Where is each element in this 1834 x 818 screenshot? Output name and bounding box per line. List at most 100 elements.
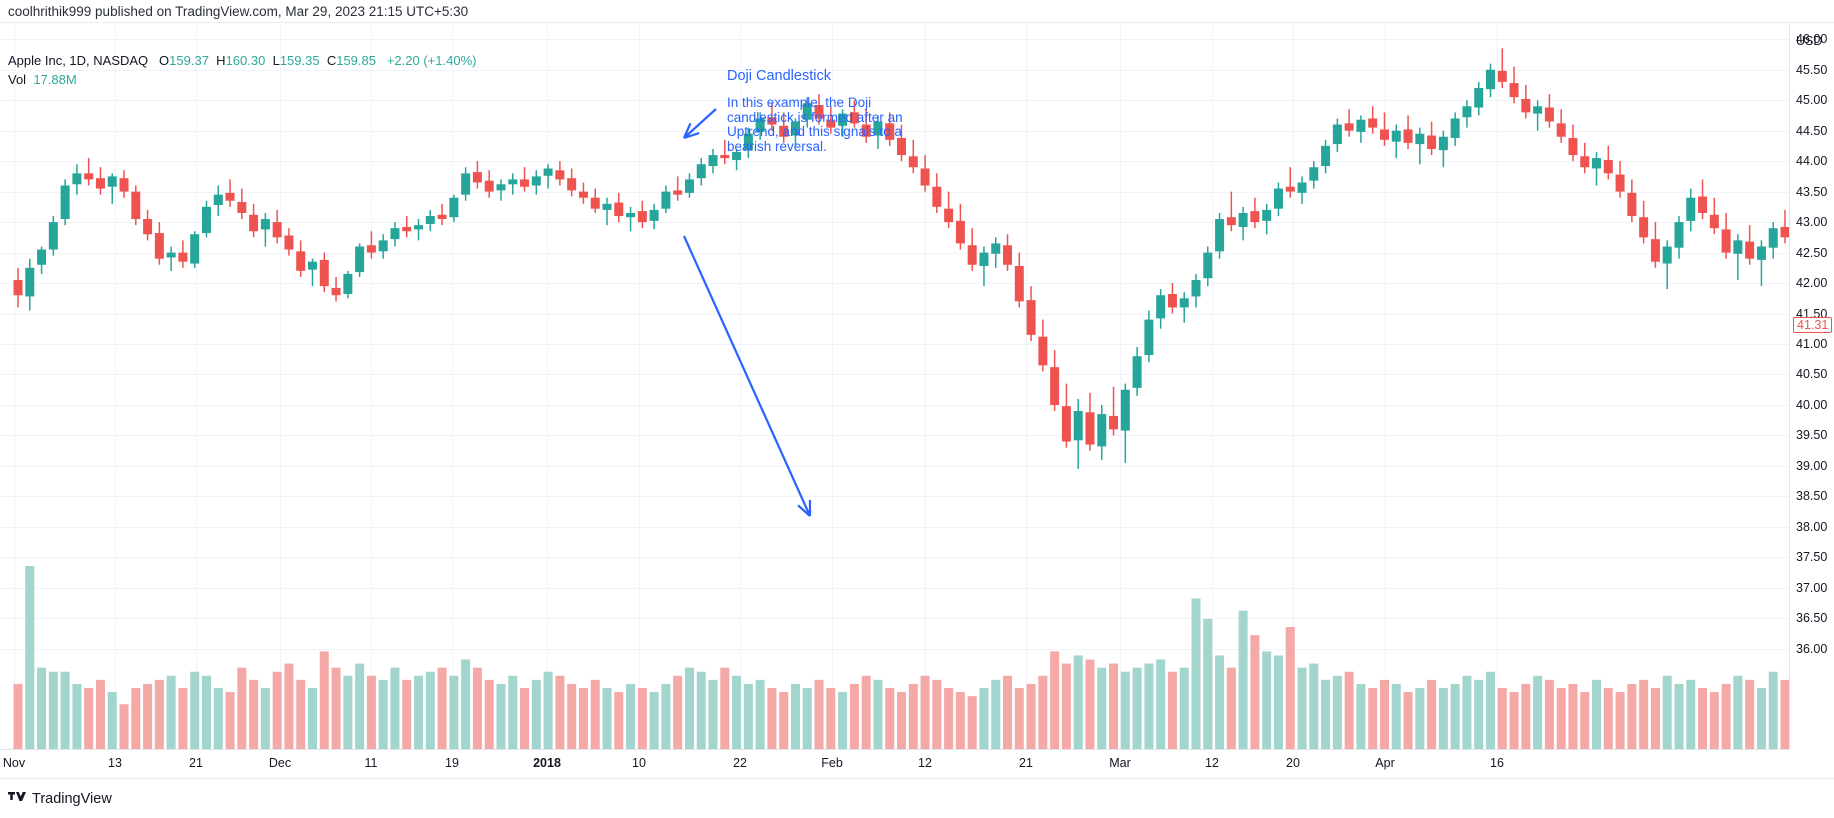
gridline-vertical (1385, 24, 1386, 749)
gridline-horizontal (0, 557, 1789, 558)
time-tick-label: Dec (268, 756, 292, 770)
price-tick-label: 40.00 (1796, 398, 1828, 412)
price-tick-label: 42.50 (1796, 246, 1828, 260)
gridline-horizontal (0, 100, 1789, 101)
time-tick-label: 20 (1286, 756, 1300, 770)
time-tick-label: 22 (733, 756, 747, 770)
gridline-horizontal (0, 435, 1789, 436)
gridline-horizontal (0, 466, 1789, 467)
chart-legend: Apple Inc, 1D, NASDAQ O159.37 H160.30 L1… (8, 52, 476, 88)
time-tick-label: Mar (1109, 756, 1131, 770)
gridline-vertical (547, 24, 548, 749)
gridline-horizontal (0, 161, 1789, 162)
legend-close-value: 159.85 (336, 53, 376, 68)
time-tick-label: 21 (1019, 756, 1033, 770)
price-tick-label: 43.50 (1796, 185, 1828, 199)
gridline-vertical (1120, 24, 1121, 749)
published-text: coolhrithik999 published on TradingView.… (8, 3, 469, 19)
time-tick-label: 16 (1490, 756, 1504, 770)
gridline-vertical (14, 24, 15, 749)
gridline-horizontal (0, 131, 1789, 132)
chart-area[interactable]: Apple Inc, 1D, NASDAQ O159.37 H160.30 L1… (0, 24, 1789, 749)
tradingview-brand: TradingView (32, 790, 112, 807)
gridline-vertical (452, 24, 453, 749)
gridline-vertical (1212, 24, 1213, 749)
legend-volume-value: 17.88M (33, 72, 77, 87)
gridline-horizontal (0, 649, 1789, 650)
time-tick-label: 12 (1205, 756, 1219, 770)
time-tick-label: 10 (632, 756, 646, 770)
gridline-vertical (925, 24, 926, 749)
time-tick-label: 11 (364, 756, 378, 770)
legend-volume-label: Vol (8, 72, 27, 87)
gridline-horizontal (0, 253, 1789, 254)
time-tick-label: 2018 (533, 756, 561, 770)
legend-open-label: O (159, 53, 170, 68)
gridline-vertical (1026, 24, 1027, 749)
gridline-vertical (280, 24, 281, 749)
price-tick-label: 43.00 (1796, 215, 1828, 229)
price-tick-label: 38.50 (1796, 489, 1828, 503)
price-tick-label: 45.50 (1796, 63, 1828, 77)
time-tick-label: Feb (821, 756, 843, 770)
time-tick-label: Apr (1375, 756, 1395, 770)
price-tick-label: 40.50 (1796, 367, 1828, 381)
gridline-horizontal (0, 405, 1789, 406)
price-tick-label: 44.50 (1796, 124, 1828, 138)
candlestick-series (13, 48, 1789, 749)
gridline-horizontal (0, 618, 1789, 619)
price-tick-label: 37.00 (1796, 581, 1828, 595)
annotation-line: candlestick is formed after an (727, 109, 903, 125)
legend-high-label: H (216, 53, 226, 68)
annotation-title[interactable]: Doji Candlestick (727, 68, 831, 84)
price-tick-label: 36.00 (1796, 642, 1828, 656)
legend-low-label: L (272, 53, 280, 68)
price-scale-currency: USD (1796, 34, 1823, 48)
gridline-horizontal (0, 39, 1789, 40)
legend-low-value: 159.35 (279, 53, 320, 68)
annotation-line: bearish reversal. (727, 138, 827, 154)
price-scale[interactable]: USD 46.00 45.50 45.00 44.50 44.00 43.50 43.00 4… (1789, 24, 1834, 749)
annotation-body[interactable]: In this example, the Doji candlestick is… (727, 95, 927, 154)
footer: TradingView (0, 778, 1834, 818)
price-tick-label: 36.50 (1796, 611, 1828, 625)
gridline-vertical (196, 24, 197, 749)
legend-change: +2.20 (+1.40%) (386, 53, 477, 68)
time-scale[interactable]: Nov 13 21 Dec 11 19 2018 10 22 Feb 12 21 Mar 12 20 Apr 1… (0, 749, 1789, 777)
price-tick-label: 41.00 (1796, 337, 1828, 351)
time-tick-label: 12 (918, 756, 932, 770)
time-tick-label: 19 (445, 756, 459, 770)
gridline-vertical (371, 24, 372, 749)
price-tick-label: 38.00 (1796, 520, 1828, 534)
chart-grid (0, 24, 1789, 749)
legend-open-value: 159.37 (169, 53, 209, 68)
gridline-horizontal (0, 588, 1789, 589)
annotation-line: Uptrend, and this signals to a (727, 124, 902, 139)
gridline-horizontal (0, 374, 1789, 375)
last-price-badge: 41.31 (1793, 317, 1833, 333)
gridline-horizontal (0, 496, 1789, 497)
price-tick-label: 42.00 (1796, 276, 1828, 290)
price-tick-label: 46.00 (1796, 32, 1828, 46)
legend-symbol[interactable]: Apple Inc, 1D, NASDAQ (8, 53, 149, 68)
time-tick-label: 21 (189, 756, 203, 770)
gridline-horizontal (0, 314, 1789, 315)
legend-high-value: 160.30 (225, 53, 266, 68)
annotation-line: In this example, the Doji (727, 95, 872, 110)
price-tick-label: 39.50 (1796, 428, 1828, 442)
price-tick-label: 37.50 (1796, 550, 1828, 564)
gridline-vertical (115, 24, 116, 749)
price-tick-label: 39.00 (1796, 459, 1828, 473)
gridline-vertical (639, 24, 640, 749)
legend-close-label: C (326, 53, 337, 68)
gridline-vertical (1497, 24, 1498, 749)
gridline-vertical (1293, 24, 1294, 749)
price-tick-label: 45.00 (1796, 93, 1828, 107)
tradingview-logo-icon (8, 792, 26, 801)
gridline-horizontal (0, 192, 1789, 193)
gridline-horizontal (0, 527, 1789, 528)
gridline-horizontal (0, 70, 1789, 71)
price-tick-label: 44.00 (1796, 154, 1828, 168)
gridline-horizontal (0, 344, 1789, 345)
time-tick-label: 13 (108, 756, 122, 770)
